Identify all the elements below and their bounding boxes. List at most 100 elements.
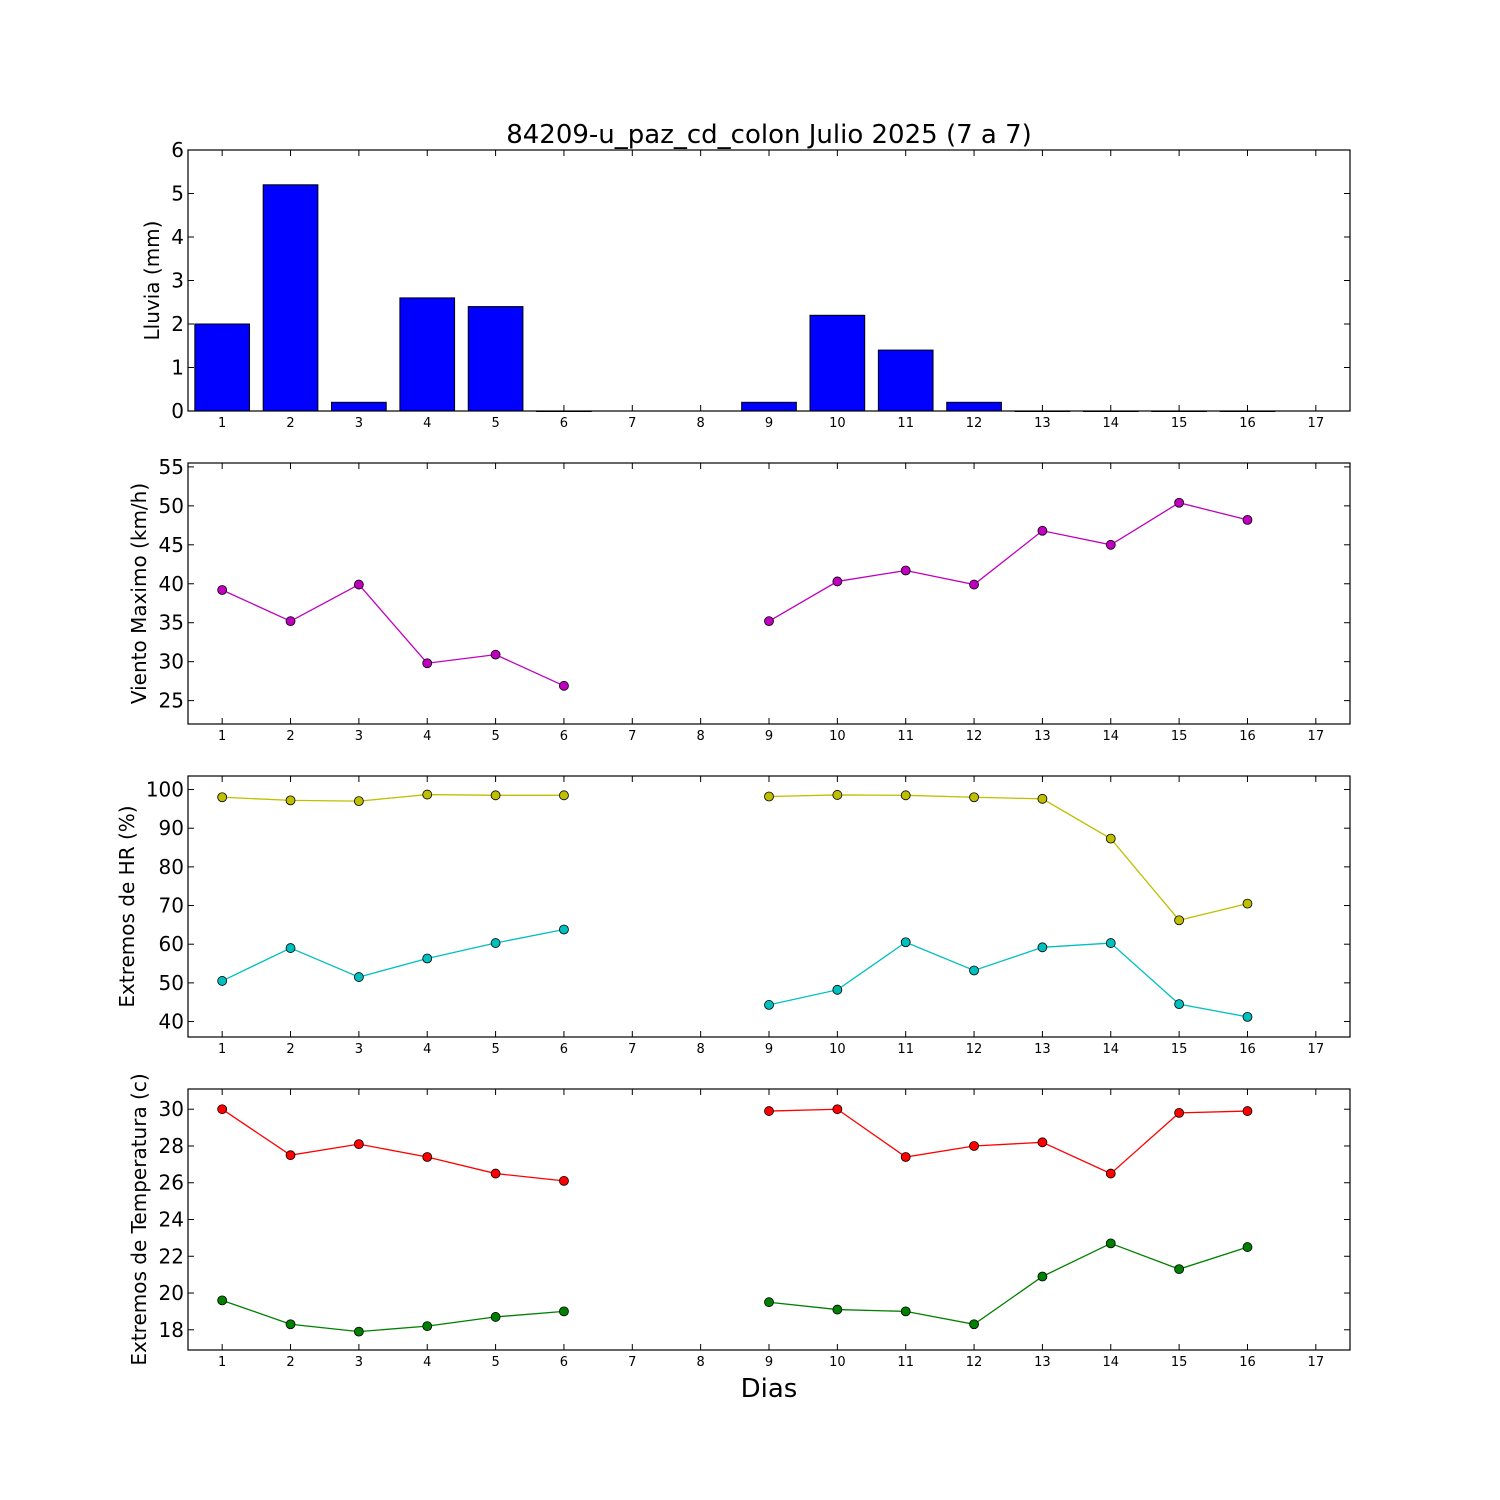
series-2-line <box>768 1242 1248 1325</box>
series-2-point-day-6 <box>559 1306 569 1317</box>
y-tick-label: 28 <box>159 1134 184 1158</box>
y-axis-label: Extremos de Temperatura (c) <box>127 1073 151 1365</box>
series-1-point-day-9 <box>764 791 774 802</box>
y-tick-label: 60 <box>159 932 184 956</box>
x-tick-label: 15 <box>1171 729 1188 744</box>
series-2-point-day-14 <box>1105 1238 1116 1249</box>
series-2-point-day-2 <box>285 1319 296 1330</box>
bar-day-2 <box>262 184 319 412</box>
series-1-point-day-13 <box>1037 793 1048 804</box>
x-tick-label: 3 <box>355 1355 363 1370</box>
series-1-point-day-14 <box>1105 1168 1116 1179</box>
series-1-point-day-14 <box>1105 539 1116 550</box>
series-1-point-day-5 <box>490 790 501 801</box>
y-tick-label: 30 <box>159 1097 184 1121</box>
x-tick-label: 1 <box>218 1355 226 1370</box>
series-2-point-day-4 <box>422 1321 433 1332</box>
x-tick-label: 11 <box>897 416 914 431</box>
x-tick-label: 16 <box>1239 729 1256 744</box>
series-2-point-day-6 <box>559 924 569 935</box>
x-tick-label: 6 <box>560 1042 568 1057</box>
series-2-point-day-1 <box>217 976 228 986</box>
series-1-point-day-15 <box>1174 497 1185 508</box>
x-tick-label: 4 <box>423 729 431 744</box>
x-tick-label: 2 <box>286 416 294 431</box>
y-tick-label: 80 <box>159 855 184 879</box>
series-2-point-day-10 <box>832 1304 843 1315</box>
y-tick-label: 50 <box>159 494 184 518</box>
series-1-point-day-4 <box>422 1152 433 1162</box>
x-tick-label: 14 <box>1102 1042 1119 1057</box>
series-1-line <box>768 502 1248 622</box>
x-tick-label: 10 <box>829 416 846 431</box>
y-tick-label: 3 <box>171 269 184 293</box>
x-tick-label: 3 <box>355 416 363 431</box>
series-2-point-day-13 <box>1037 942 1048 953</box>
series-2-point-day-12 <box>969 965 979 976</box>
x-tick-label: 11 <box>897 729 914 744</box>
x-tick-label: 16 <box>1239 1355 1256 1370</box>
bar-day-11 <box>877 349 934 412</box>
x-tick-label: 17 <box>1308 1355 1325 1370</box>
y-tick-label: 22 <box>159 1244 184 1268</box>
series-2-point-day-16 <box>1242 1242 1253 1252</box>
y-tick-label: 0 <box>171 399 184 423</box>
series-1-point-day-10 <box>832 790 843 800</box>
series-1-point-day-5 <box>490 649 501 660</box>
x-tick-label: 17 <box>1308 729 1325 744</box>
x-tick-label: 14 <box>1102 729 1119 744</box>
x-tick-label: 12 <box>966 1355 983 1370</box>
x-tick-label: 10 <box>829 729 846 744</box>
bar-day-1 <box>194 323 251 412</box>
series-2-point-day-10 <box>832 984 843 995</box>
x-tick-label: 4 <box>423 416 431 431</box>
y-tick-label: 70 <box>159 894 184 918</box>
bar-day-10 <box>809 314 866 412</box>
y-tick-label: 26 <box>159 1171 184 1195</box>
y-axis-label: Viento Maximo (km/h) <box>127 483 151 704</box>
x-tick-label: 8 <box>697 1355 705 1370</box>
bar-day-9 <box>741 401 797 412</box>
series-2-point-day-9 <box>764 1297 774 1308</box>
plot-frame <box>187 1088 1351 1351</box>
series-1-point-day-16 <box>1242 514 1253 525</box>
x-tick-label: 9 <box>765 729 773 744</box>
y-tick-label: 30 <box>159 650 184 674</box>
series-1-point-day-9 <box>764 616 774 627</box>
x-tick-label: 13 <box>1034 1355 1051 1370</box>
y-tick-label: 40 <box>159 572 184 596</box>
x-tick-label: 6 <box>560 416 568 431</box>
series-1-point-day-12 <box>969 1141 979 1151</box>
series-1-point-day-1 <box>217 792 228 803</box>
series-1-point-day-1 <box>217 585 228 595</box>
series-1-point-day-10 <box>832 576 843 587</box>
x-tick-label: 10 <box>829 1355 846 1370</box>
series-1-point-day-2 <box>285 1150 296 1161</box>
bar-day-4 <box>399 297 456 412</box>
series-1-line <box>221 1108 565 1182</box>
x-tick-label: 14 <box>1102 1355 1119 1370</box>
x-tick-label: 8 <box>697 1042 705 1057</box>
x-tick-label: 5 <box>491 1355 499 1370</box>
x-tick-label: 8 <box>697 729 705 744</box>
x-tick-label: 5 <box>491 416 499 431</box>
chart-title: 84209-u_paz_cd_colon Julio 2025 (7 a 7) <box>506 120 1032 150</box>
series-1-line <box>768 794 1248 921</box>
x-tick-label: 11 <box>897 1355 914 1370</box>
x-tick-label: 7 <box>628 1355 636 1370</box>
series-2-point-day-16 <box>1242 1011 1253 1022</box>
series-2-point-day-3 <box>353 1326 364 1337</box>
x-tick-label: 15 <box>1171 1042 1188 1057</box>
series-1-point-day-14 <box>1105 833 1116 844</box>
x-tick-label: 4 <box>423 1355 431 1370</box>
x-tick-label: 1 <box>218 1042 226 1057</box>
x-tick-label: 17 <box>1308 1042 1325 1057</box>
x-tick-label: 3 <box>355 1042 363 1057</box>
x-tick-label: 7 <box>628 729 636 744</box>
series-1-point-day-9 <box>764 1106 774 1116</box>
x-axis-label: Dias <box>741 1374 798 1404</box>
series-1-point-day-1 <box>217 1104 228 1115</box>
